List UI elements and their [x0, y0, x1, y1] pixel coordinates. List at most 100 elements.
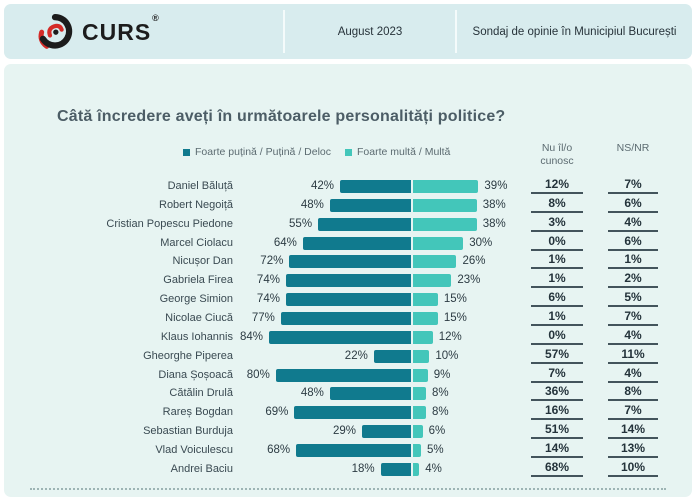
negative-bar [373, 349, 411, 363]
unknown-value: 7% [531, 365, 583, 383]
unknown-value: 36% [531, 383, 583, 402]
positive-bar [412, 462, 420, 476]
bottom-dotted-divider [30, 488, 666, 490]
legend-swatch-negative [183, 148, 190, 156]
chart-row: Daniel Băluță 42% 39% 12% 7% [4, 177, 692, 196]
positive-value-label: 8% [432, 387, 449, 400]
person-name: Gheorghe Piperea [143, 349, 233, 362]
negative-value-label: 18% [351, 462, 375, 475]
positive-value-label: 12% [438, 330, 462, 343]
negative-bar [380, 462, 411, 476]
chart-rows: Daniel Băluță 42% 39% 12% 7% Robert Negoiță 48… [4, 64, 692, 497]
column-header-unknown-line1: Nu îl/o [541, 142, 573, 154]
negative-value-label: 48% [300, 387, 324, 400]
negative-value-label: 64% [273, 236, 297, 249]
positive-bar [412, 368, 428, 382]
positive-bar [412, 443, 421, 457]
chart-row: Marcel Ciolacu 64% 30% 0% 6% [4, 234, 692, 253]
unknown-value: 16% [531, 402, 583, 421]
negative-bar [318, 217, 411, 231]
chart-title: Câtă încredere aveți în următoarele pers… [57, 108, 506, 125]
positive-bar [412, 349, 430, 363]
unknown-value: 51% [531, 421, 583, 440]
unknown-value: 68% [531, 459, 583, 477]
positive-value-label: 30% [469, 236, 493, 249]
negative-value-label: 48% [300, 198, 324, 211]
negative-bar [329, 198, 411, 212]
negative-bar [296, 443, 411, 457]
person-name: Marcel Ciolacu [160, 236, 233, 249]
person-name: Vlad Voiculescu [155, 443, 233, 456]
curs-swirl-icon [38, 14, 73, 49]
positive-bar [412, 236, 464, 250]
chart-row: Nicolae Ciucă 77% 15% 1% 7% [4, 309, 692, 328]
person-name: Andrei Baciu [170, 462, 233, 475]
chart-row: Cristian Popescu Piedone 55% 38% 3% 4% [4, 215, 692, 234]
unknown-value: 6% [531, 289, 583, 308]
person-name: Daniel Băluță [167, 180, 233, 192]
column-header-unknown: Nu îl/o cunosc [525, 142, 589, 168]
nsnr-value: 11% [608, 346, 658, 364]
positive-bar [412, 293, 438, 307]
negative-value-label: 69% [265, 406, 289, 419]
person-name: Cristian Popescu Piedone [106, 217, 233, 230]
positive-value-label: 23% [457, 274, 481, 287]
negative-bar [285, 293, 411, 307]
unknown-value: 0% [531, 327, 583, 345]
legend-item-positive: Foarte multă / Multă [345, 146, 450, 158]
nsnr-value: 4% [608, 365, 658, 383]
positive-value-label: 38% [482, 217, 506, 230]
header-divider [283, 10, 285, 53]
positive-value-label: 26% [462, 255, 486, 268]
chart-row: Cătălin Drulă 48% 8% 36% 8% [4, 384, 692, 403]
positive-bar [412, 387, 427, 401]
unknown-value: 57% [531, 346, 583, 364]
unknown-value: 12% [531, 176, 583, 194]
person-name: Diana Șoșoacă [158, 368, 233, 381]
chart-row: Diana Șoșoacă 80% 9% 7% 4% [4, 366, 692, 385]
negative-value-label: 68% [267, 443, 291, 456]
negative-bar [361, 425, 411, 439]
positive-value-label: 8% [432, 406, 449, 419]
logo-wordmark: CURS® [82, 12, 160, 45]
person-name: Cătălin Drulă [169, 387, 233, 400]
positive-bar [412, 311, 438, 325]
negative-value-label: 29% [332, 425, 356, 438]
positive-bar [412, 274, 452, 288]
positive-value-label: 9% [433, 368, 451, 381]
header-bar: CURS® August 2023 Sondaj de opinie în Mu… [4, 4, 692, 59]
chart-row: Vlad Voiculescu 68% 5% 14% 13% [4, 441, 692, 460]
negative-bar [280, 311, 411, 325]
chart-row: Andrei Baciu 18% 4% 68% 10% [4, 460, 692, 479]
chart-row: Gheorghe Piperea 22% 10% 57% 11% [4, 347, 692, 366]
negative-bar [294, 406, 411, 420]
legend-label-negative: Foarte puțină / Puțină / Deloc [195, 146, 331, 158]
positive-value-label: 5% [426, 443, 444, 456]
unknown-value: 1% [531, 251, 583, 270]
unknown-value: 3% [531, 214, 583, 232]
curs-logo: CURS® [34, 13, 159, 53]
chart-row: Sebastian Burduja 29% 6% 51% 14% [4, 422, 692, 441]
negative-bar [289, 255, 411, 269]
positive-value-label: 15% [443, 311, 467, 324]
positive-bar [412, 406, 427, 420]
negative-bar [275, 368, 411, 382]
person-name: Klaus Iohannis [160, 330, 233, 343]
nsnr-value: 10% [608, 459, 658, 477]
negative-value-label: 84% [240, 330, 264, 343]
positive-value-label: 4% [425, 462, 442, 475]
chart-row: Klaus Iohannis 84% 12% 0% 4% [4, 328, 692, 347]
chart-row: Rareș Bogdan 69% 8% 16% 7% [4, 403, 692, 422]
survey-date: August 2023 [337, 25, 403, 38]
positive-bar [412, 180, 479, 193]
unknown-value: 0% [531, 233, 583, 251]
nsnr-value: 8% [608, 383, 658, 402]
positive-value-label: 38% [482, 198, 506, 211]
column-header-nsnr: NS/NR [616, 142, 650, 154]
nsnr-value: 7% [608, 402, 658, 421]
positive-value-label: 10% [435, 349, 459, 362]
negative-bar [340, 180, 411, 193]
person-name: George Simion [159, 293, 233, 306]
person-name: Gabriela Firea [163, 274, 233, 287]
positive-bar [412, 255, 457, 269]
